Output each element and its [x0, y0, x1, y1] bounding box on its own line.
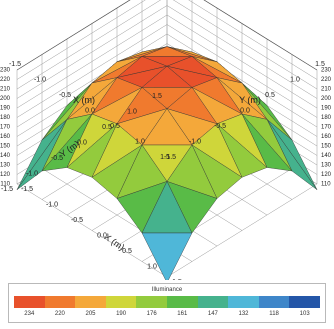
- z-tick-label-left: 230: [0, 68, 11, 74]
- z-tick-label-left: 190: [0, 106, 11, 112]
- z-tick-label-left: 160: [0, 134, 11, 140]
- legend-tick-label: 161: [177, 311, 188, 317]
- z-tick-label-right: 150: [321, 144, 332, 150]
- legend-tick-label: 205: [85, 311, 96, 317]
- z-tick-label-right: 120: [321, 172, 332, 178]
- legend-swatch: [75, 296, 106, 308]
- x-tick-label-bottom: -0.5: [71, 217, 83, 224]
- legend-tick-label: 147: [207, 311, 218, 317]
- legend-tick-label: 220: [54, 311, 65, 317]
- x-tick-label-top: 0.5: [110, 123, 120, 130]
- z-tick-label-left: 180: [0, 115, 11, 121]
- y-tick-label-top: 1.5: [315, 61, 325, 68]
- x-axis-label-bottom: X (m): [102, 232, 126, 253]
- box-edge: [203, 0, 318, 71]
- x-axis-label-top: X (m): [73, 95, 95, 105]
- z-tick-label-left: 130: [0, 163, 11, 169]
- z-tick-label-right: 210: [321, 87, 332, 93]
- legend-tick-label: 234: [24, 311, 35, 317]
- z-tick-label-left: 170: [0, 125, 11, 131]
- y-tick-label-top: 1.0: [290, 76, 300, 83]
- x-tick-label-top: 1.0: [135, 138, 145, 145]
- legend-tick-label: 132: [238, 311, 249, 317]
- z-tick-label-right: 180: [321, 115, 332, 121]
- box-edge: [16, 0, 131, 71]
- x-tick-label-top: -1.0: [34, 76, 46, 83]
- surface-facet: [141, 232, 193, 280]
- x-tick-label-bottom: -1.0: [46, 201, 58, 208]
- z-tick-label-right: 160: [321, 134, 332, 140]
- legend-swatch: [105, 296, 137, 308]
- y-tick-label-top: 0.5: [265, 92, 275, 99]
- axis-labels: -1.5-1.0-0.50.00.51.01.5-1.5-1.0-0.50.00…: [0, 61, 332, 280]
- y-tick-label-bottom: 0.0: [77, 139, 87, 146]
- x-tick-label-bottom: 0.0: [97, 232, 107, 239]
- z-tick-label-right: 130: [321, 163, 332, 169]
- legend-swatch: [289, 296, 320, 308]
- legend-swatch: [14, 296, 45, 308]
- illuminance-surface: [16, 46, 318, 280]
- legend-tick-label: 103: [299, 311, 310, 317]
- z-tick-label-right: 220: [321, 77, 332, 83]
- y-axis-label-top: Y (m): [239, 95, 261, 105]
- legend-swatch: [136, 296, 167, 308]
- z-tick-label-left: 140: [0, 153, 11, 159]
- z-tick-label-left: 220: [0, 77, 11, 83]
- x-tick-label-bottom: 1.0: [147, 263, 157, 270]
- legend-title: Illuminance: [151, 287, 183, 293]
- y-tick-label-bottom: -0.5: [51, 155, 63, 162]
- legend-tick-labels: 234 220 205 190 176 161 147 132 118 103: [14, 311, 320, 319]
- x-tick-label-top: 1.5: [160, 154, 170, 161]
- z-tick-label-left: 150: [0, 144, 11, 150]
- z-tick-label-left: 110: [0, 182, 10, 188]
- legend-swatch: [166, 296, 198, 308]
- x-tick-label-top: 0.0: [85, 107, 95, 114]
- y-tick-label-top: 0.0: [240, 107, 250, 114]
- y-tick-label-bottom: 0.5: [102, 124, 112, 131]
- x-tick-label-top: -0.5: [59, 92, 71, 99]
- color-legend: Illuminance 234 220 205 190 176 161 147 132 118 1…: [8, 283, 326, 323]
- z-tick-label-right: 200: [321, 96, 332, 102]
- y-tick-label-top: -1.5: [164, 154, 176, 161]
- x-tick-label-bottom: -1.5: [21, 186, 33, 193]
- legend-tick-label: 118: [269, 311, 279, 317]
- floor-gridline: [16, 183, 168, 278]
- z-tick-label-right: 190: [321, 106, 332, 112]
- z-tick-label-right: 170: [321, 125, 332, 131]
- y-tick-label-bottom: -1.0: [26, 170, 38, 177]
- z-tick-label-left: 120: [0, 172, 11, 178]
- legend-swatch: [44, 296, 76, 308]
- surface-plot: -1.5-1.0-0.50.00.51.01.5-1.5-1.0-0.50.00…: [0, 0, 332, 280]
- z-tick-label-right: 110: [321, 182, 331, 188]
- y-tick-label-top: -0.5: [214, 123, 226, 130]
- z-tick-label-left: 200: [0, 96, 11, 102]
- legend-swatch: [197, 296, 229, 308]
- x-tick-label-top: -1.5: [9, 61, 21, 68]
- z-tick-label-left: 210: [0, 87, 11, 93]
- legend-swatch: [258, 296, 290, 308]
- y-tick-label-bottom: 1.5: [152, 93, 162, 100]
- y-tick-label-top: -1.0: [189, 138, 201, 145]
- y-tick-label-bottom: -1.5: [1, 186, 13, 193]
- z-tick-label-right: 140: [321, 153, 332, 159]
- x-tick-label-bottom: 0.5: [122, 248, 132, 255]
- legend-swatch: [228, 296, 259, 308]
- legend-tick-label: 176: [146, 311, 157, 317]
- x-tick-label-bottom: 1.5: [172, 279, 182, 280]
- legend-color-bar: [14, 296, 320, 308]
- legend-tick-label: 190: [116, 311, 127, 317]
- z-tick-label-right: 230: [321, 68, 332, 74]
- y-tick-label-bottom: 1.0: [127, 108, 137, 115]
